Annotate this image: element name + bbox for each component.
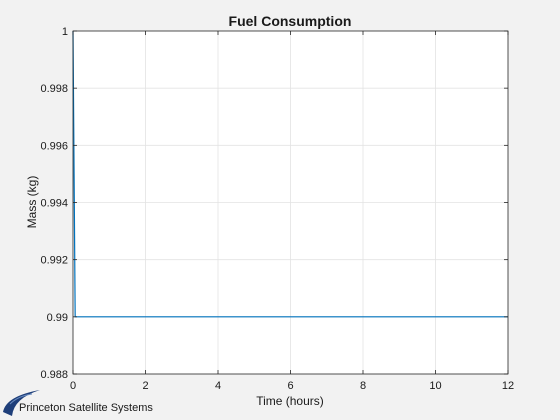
series-line: [72, 30, 508, 318]
x-tick-label: 2: [142, 380, 148, 392]
y-tick-label: 1: [62, 26, 68, 38]
y-tick-label: 0.992: [40, 255, 68, 267]
y-tick-label: 0.994: [40, 198, 68, 210]
x-tick-labels: 0 2 4 6 8 10 12: [70, 380, 514, 392]
chart-title: Fuel Consumption: [229, 13, 352, 29]
y-tick-labels: 0.988 0.99 0.992 0.994 0.996 0.998 1: [40, 26, 68, 381]
x-tick-label: 4: [215, 380, 221, 392]
y-tick-label: 0.99: [47, 312, 68, 324]
series-layer: [72, 30, 508, 318]
x-axis-label: Time (hours): [256, 394, 324, 408]
x-tick-label: 0: [70, 380, 76, 392]
y-tick-label: 0.988: [40, 369, 68, 381]
ticks: [72, 30, 509, 375]
x-tick-label: 12: [502, 380, 514, 392]
y-tick-label: 0.996: [40, 140, 68, 152]
y-tick-label: 0.998: [40, 83, 68, 95]
x-tick-label: 10: [429, 380, 441, 392]
branding-text: Princeton Satellite Systems: [19, 402, 153, 414]
x-tick-label: 6: [287, 380, 293, 392]
y-axis-label: Mass (kg): [25, 176, 39, 229]
x-tick-label: 8: [360, 380, 366, 392]
swoosh-logo-icon: [3, 390, 40, 416]
